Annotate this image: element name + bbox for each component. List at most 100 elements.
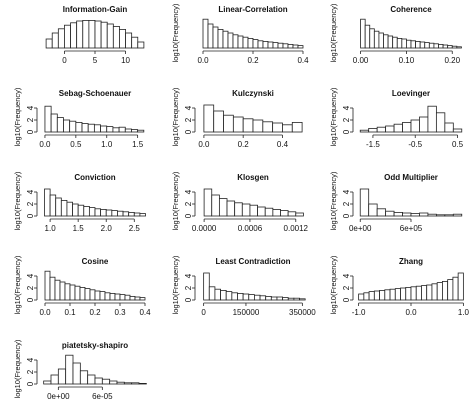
y-tick-label: 4: [184, 189, 193, 194]
bar: [435, 112, 446, 133]
bar: [125, 32, 133, 49]
y-axis-label: log10(Frequency): [329, 255, 338, 314]
bar: [447, 279, 454, 301]
bar: [106, 23, 114, 49]
bar: [217, 28, 224, 49]
bar: [223, 114, 234, 133]
bar: [257, 206, 266, 217]
bar: [442, 44, 449, 49]
bar: [427, 105, 437, 133]
chart-title: Information-Gain: [63, 5, 128, 14]
y-tick-label: 2: [342, 285, 351, 290]
bar: [436, 282, 443, 301]
y-axis-label: log10(Frequency): [13, 339, 22, 398]
bar: [393, 123, 403, 133]
x-tick-label: 0.10: [399, 56, 415, 65]
bar: [282, 297, 289, 301]
bar: [93, 124, 101, 133]
bar: [419, 116, 429, 133]
bar: [214, 288, 221, 301]
bar: [442, 280, 449, 301]
bar: [109, 292, 116, 301]
bar: [456, 46, 462, 49]
bar: [84, 288, 91, 301]
bar: [124, 128, 132, 133]
bar: [122, 211, 130, 217]
bar: [248, 294, 255, 301]
bar: [438, 44, 444, 49]
bar: [131, 36, 139, 49]
x-tick-label: 0.1: [64, 308, 76, 317]
bar: [444, 122, 454, 133]
bar: [75, 122, 83, 133]
bar: [65, 354, 74, 385]
bar: [72, 203, 79, 217]
bar: [368, 203, 378, 217]
chart-title: piatetsky-shapiro: [62, 341, 128, 350]
y-tick-label: 0: [26, 213, 35, 218]
chart-title: Conviction: [74, 173, 115, 182]
x-tick-label: 0e+00: [349, 224, 372, 233]
bar: [64, 24, 71, 49]
bar: [94, 377, 103, 385]
bar: [51, 32, 59, 49]
bar: [72, 362, 81, 385]
x-tick-label: 6e+05: [400, 224, 423, 233]
bar: [387, 35, 394, 49]
y-tick-label: 4: [184, 273, 193, 278]
bar: [265, 295, 272, 301]
bar: [57, 368, 67, 385]
x-tick-label: 0.0006: [238, 224, 263, 233]
bar: [94, 208, 102, 217]
bar: [277, 42, 284, 49]
bar: [128, 211, 135, 217]
y-tick-label: 0: [184, 129, 193, 134]
bar: [287, 297, 295, 301]
y-axis-label: log10(Frequency): [171, 171, 180, 230]
bar: [291, 122, 303, 133]
bar: [293, 297, 300, 301]
bar: [44, 188, 51, 217]
bar: [262, 41, 269, 49]
bar: [358, 293, 365, 301]
y-tick-label: 4: [342, 189, 351, 194]
y-tick-label: 2: [26, 117, 35, 122]
x-tick-label: 0.3: [114, 308, 126, 317]
bar: [247, 38, 254, 49]
bar: [419, 212, 429, 217]
x-tick-label: 0.0: [39, 308, 51, 317]
x-tick-label: 0.20: [444, 56, 460, 65]
bar: [287, 44, 294, 49]
y-tick-label: 4: [26, 273, 35, 278]
bar: [401, 38, 407, 49]
bar: [402, 212, 412, 217]
bar: [254, 294, 261, 301]
y-tick-label: 2: [342, 201, 351, 206]
x-tick-label: 0.2: [89, 308, 101, 317]
bar: [50, 113, 58, 133]
bar: [94, 290, 101, 301]
x-tick-label: 1.5: [132, 140, 144, 149]
bar: [415, 285, 422, 301]
x-tick-label: 0.0: [198, 140, 210, 149]
bar: [373, 290, 380, 301]
x-tick-label: 1.0: [45, 224, 57, 233]
bar: [376, 126, 387, 133]
bar: [203, 104, 215, 133]
bar: [129, 295, 136, 301]
bar: [394, 288, 401, 301]
bar: [431, 283, 438, 301]
y-tick-label: 2: [26, 285, 35, 290]
x-tick-label: 350000: [289, 308, 316, 317]
bar: [111, 210, 118, 217]
bar: [364, 24, 371, 49]
bar: [287, 211, 297, 217]
y-tick-label: 4: [26, 357, 35, 362]
x-tick-label: -1.0: [352, 308, 366, 317]
bar: [105, 209, 113, 217]
bar: [267, 41, 274, 49]
bar: [389, 288, 396, 301]
bar: [123, 382, 133, 385]
bar: [415, 41, 421, 49]
